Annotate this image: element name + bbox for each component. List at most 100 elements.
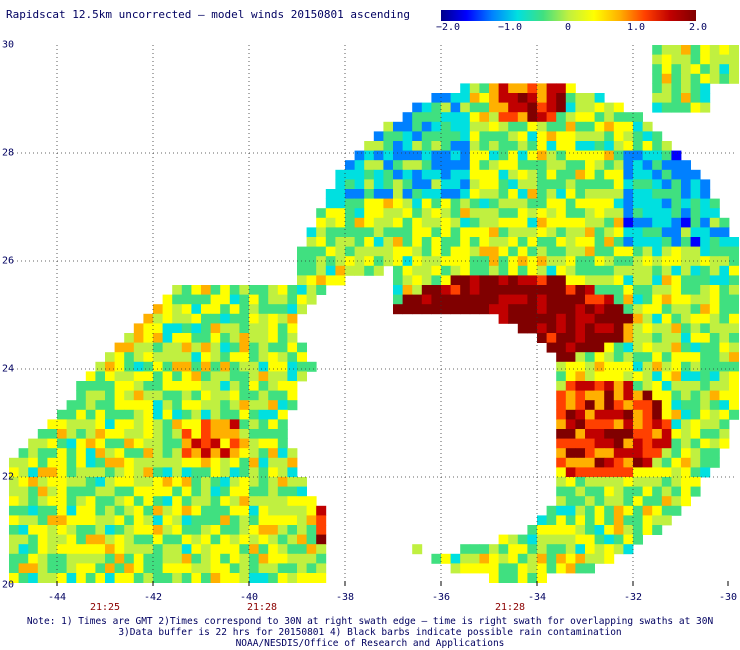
map-pixel [661,448,672,459]
map-pixel [585,448,595,459]
map-pixel [181,563,192,574]
map-pixel [57,534,67,545]
map-pixel [114,544,125,555]
map-pixel [277,285,288,295]
map-pixel [604,361,615,372]
map-pixel [594,515,605,526]
map-pixel [719,352,730,363]
map-pixel [57,467,67,478]
map-pixel [181,361,192,372]
map-pixel [460,553,471,564]
map-pixel [133,342,144,353]
map-pixel [729,45,739,55]
map-pixel [76,534,87,545]
map-pixel [585,179,595,190]
map-pixel [623,169,634,180]
map-pixel [623,371,634,382]
map-pixel [172,333,183,343]
map-pixel [642,217,653,228]
map-pixel [613,179,624,190]
map-pixel [412,275,423,286]
map-pixel [508,285,519,295]
map-pixel [633,448,643,459]
map-pixel [594,198,605,209]
map-pixel [85,448,96,459]
map-pixel [690,352,701,363]
map-pixel [277,381,288,391]
map-pixel [527,131,538,142]
map-pixel [172,400,183,411]
map-pixel [527,237,538,247]
map-pixel [325,256,336,267]
map-pixel [556,131,567,142]
map-pixel [585,477,595,487]
map-pixel [652,179,663,190]
map-pixel [210,323,221,334]
map-pixel [162,563,173,574]
map-pixel [681,198,691,209]
map-pixel [287,285,298,295]
map-pixel [633,496,643,507]
map-pixel [210,563,221,574]
map-pixel [700,361,711,372]
map-pixel [143,371,154,382]
map-pixel [613,189,624,199]
map-pixel [469,160,480,171]
map-pixel [460,141,471,151]
map-pixel [316,227,327,238]
map-pixel [57,544,67,555]
map-pixel [642,342,653,353]
map-pixel [268,544,279,555]
map-pixel [709,409,720,420]
map-pixel [575,246,586,257]
map-pixel [594,217,605,228]
map-pixel [95,496,106,507]
map-pixel [181,505,192,516]
map-pixel [450,256,461,267]
map-pixel [18,505,29,516]
map-pixel [393,131,403,142]
map-pixel [181,390,192,401]
map-pixel [661,390,672,401]
map-pixel [95,477,106,487]
map-pixel [556,381,567,391]
map-pixel [565,553,576,564]
map-pixel [585,467,595,478]
map-pixel [181,448,192,459]
map-pixel [681,169,691,180]
map-pixel [297,477,307,487]
map-pixel [642,429,653,439]
map-pixel [268,294,279,305]
map-pixel [642,189,653,199]
map-pixel [239,371,250,382]
map-pixel [460,217,471,228]
map-pixel [575,515,586,526]
map-pixel [729,333,739,343]
map-pixel [700,208,711,219]
map-pixel [124,361,135,372]
map-pixel [201,573,211,583]
map-pixel [191,467,202,478]
map-pixel [565,208,576,219]
map-pixel [700,371,711,382]
map-pixel [613,294,624,305]
map-pixel [383,246,394,257]
map-pixel [527,169,538,180]
map-pixel [191,304,202,315]
map-pixel [681,390,691,401]
map-pixel [729,371,739,382]
map-pixel [277,553,288,564]
map-pixel [613,265,624,276]
map-pixel [565,160,576,171]
map-pixel [537,217,547,228]
map-pixel [201,496,211,507]
map-pixel [450,112,461,123]
map-pixel [479,217,490,228]
map-pixel [162,467,173,478]
map-pixel [537,131,547,142]
map-pixel [537,246,547,257]
map-pixel [124,457,135,468]
map-pixel [719,333,730,343]
map-pixel [508,217,519,228]
map-pixel [719,381,730,391]
